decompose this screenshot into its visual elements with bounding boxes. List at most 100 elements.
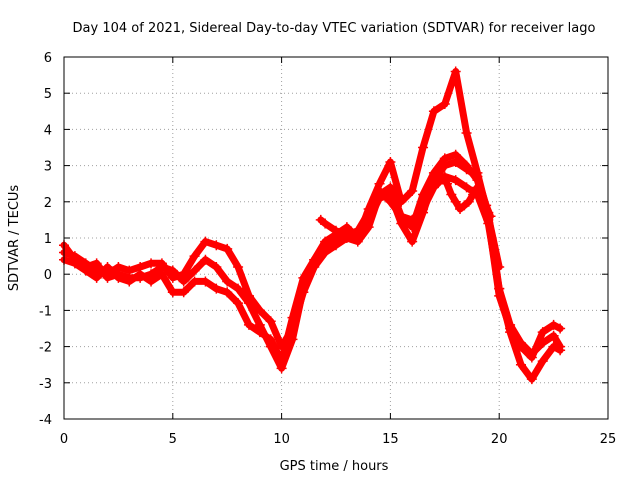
chart-title: Day 104 of 2021, Sidereal Day-to-day VTE…: [73, 21, 596, 36]
data-point-marker: [548, 319, 559, 330]
y-tick-label: -4: [39, 413, 52, 428]
data-point-marker: [385, 196, 396, 207]
data-point-marker: [537, 337, 548, 348]
data-point-marker: [548, 330, 559, 341]
y-tick-label: 6: [44, 51, 52, 66]
data-point-marker: [494, 283, 505, 294]
data-point-marker: [374, 178, 385, 189]
data-point-marker: [526, 348, 537, 359]
data-point-marker: [555, 341, 566, 352]
data-point-marker: [211, 283, 222, 294]
data-point-marker: [463, 196, 474, 207]
data-point-marker: [254, 327, 265, 338]
data-point-marker: [437, 171, 448, 182]
series-arc-4: [315, 66, 505, 272]
data-point-marker: [450, 196, 461, 207]
data-point-marker: [211, 240, 222, 251]
data-point-marker: [91, 272, 102, 283]
y-tick-label: -1: [39, 304, 52, 319]
data-point-marker: [461, 128, 472, 139]
data-point-marker: [233, 283, 244, 294]
data-point-marker: [526, 374, 537, 385]
data-point-marker: [167, 287, 178, 298]
data-point-marker: [363, 204, 374, 215]
data-point-marker: [515, 359, 526, 370]
data-point-marker: [135, 269, 146, 280]
data-point-marker: [178, 287, 189, 298]
x-tick-label: 10: [273, 432, 290, 447]
y-tick-label: -2: [39, 341, 52, 356]
data-point-marker: [222, 287, 233, 298]
data-point-marker: [537, 356, 548, 367]
data-point-marker: [287, 312, 298, 323]
data-point-marker: [472, 167, 483, 178]
data-point-marker: [167, 265, 178, 276]
data-point-marker: [485, 211, 496, 222]
data-point-marker: [439, 99, 450, 110]
data-point-marker: [189, 251, 200, 262]
x-tick-label: 25: [600, 432, 617, 447]
data-point-marker: [156, 269, 167, 280]
data-point-marker: [331, 225, 341, 236]
data-point-marker: [146, 258, 157, 269]
data-point-marker: [298, 272, 309, 283]
y-axis-label: SDTVAR / TECUs: [7, 185, 22, 292]
y-tick-label: 3: [44, 160, 52, 175]
data-point-marker: [450, 66, 461, 77]
data-point-marker: [200, 236, 211, 247]
y-tick-label: 2: [44, 196, 52, 211]
data-point-marker: [200, 276, 211, 287]
data-point-marker: [200, 254, 211, 265]
data-point-marker: [341, 229, 352, 240]
data-point-marker: [494, 261, 505, 272]
data-point-marker: [276, 356, 287, 367]
data-point-marker: [265, 334, 276, 345]
data-point-marker: [189, 265, 200, 276]
y-tick-label: 0: [44, 268, 52, 283]
axis-ticks: 0 5 10 15 20 25 -4 -3 -2 -1 0 1 2 3 4 5 6: [39, 51, 616, 447]
data-point-marker: [439, 160, 450, 171]
y-tick-label: 4: [44, 123, 52, 138]
data-point-marker: [396, 196, 407, 207]
data-point-marker: [254, 305, 265, 316]
data-point-marker: [537, 327, 548, 338]
data-point-marker: [113, 272, 124, 283]
data-point-marker: [407, 236, 418, 247]
y-tick-label: 5: [44, 87, 52, 102]
data-point-marker: [476, 193, 487, 204]
data-point-marker: [69, 258, 80, 269]
data-point-marker: [468, 189, 479, 200]
data-point-marker: [102, 261, 113, 272]
series-arc-5: [437, 171, 496, 222]
data-point-marker: [233, 298, 244, 309]
data-point-marker: [243, 319, 254, 330]
data-point-marker: [211, 261, 222, 272]
data-point-marker: [461, 182, 472, 193]
data-point-marker: [189, 276, 200, 287]
data-point-marker: [472, 182, 483, 193]
data-point-marker: [450, 175, 461, 186]
x-tick-label: 0: [60, 432, 68, 447]
data-point-marker: [385, 156, 396, 167]
data-point-marker: [418, 204, 429, 215]
data-point-marker: [450, 156, 461, 167]
data-point-marker: [481, 200, 492, 211]
data-point-marker: [320, 240, 331, 251]
data-point-marker: [124, 276, 135, 287]
data-point-marker: [243, 298, 254, 309]
data-point-marker: [91, 258, 102, 269]
y-tick-label: 1: [44, 232, 52, 247]
data-point-marker: [446, 189, 457, 200]
x-tick-label: 5: [169, 432, 177, 447]
data-point-marker: [102, 272, 113, 283]
data-point-marker: [146, 276, 157, 287]
data-point-marker: [178, 276, 189, 287]
data-point-marker: [352, 233, 363, 243]
data-point-marker: [265, 316, 276, 327]
data-point-marker: [418, 142, 429, 153]
data-point-marker: [515, 337, 526, 348]
data-point-marker: [407, 214, 418, 225]
x-axis-label: GPS time / hours: [280, 459, 389, 474]
